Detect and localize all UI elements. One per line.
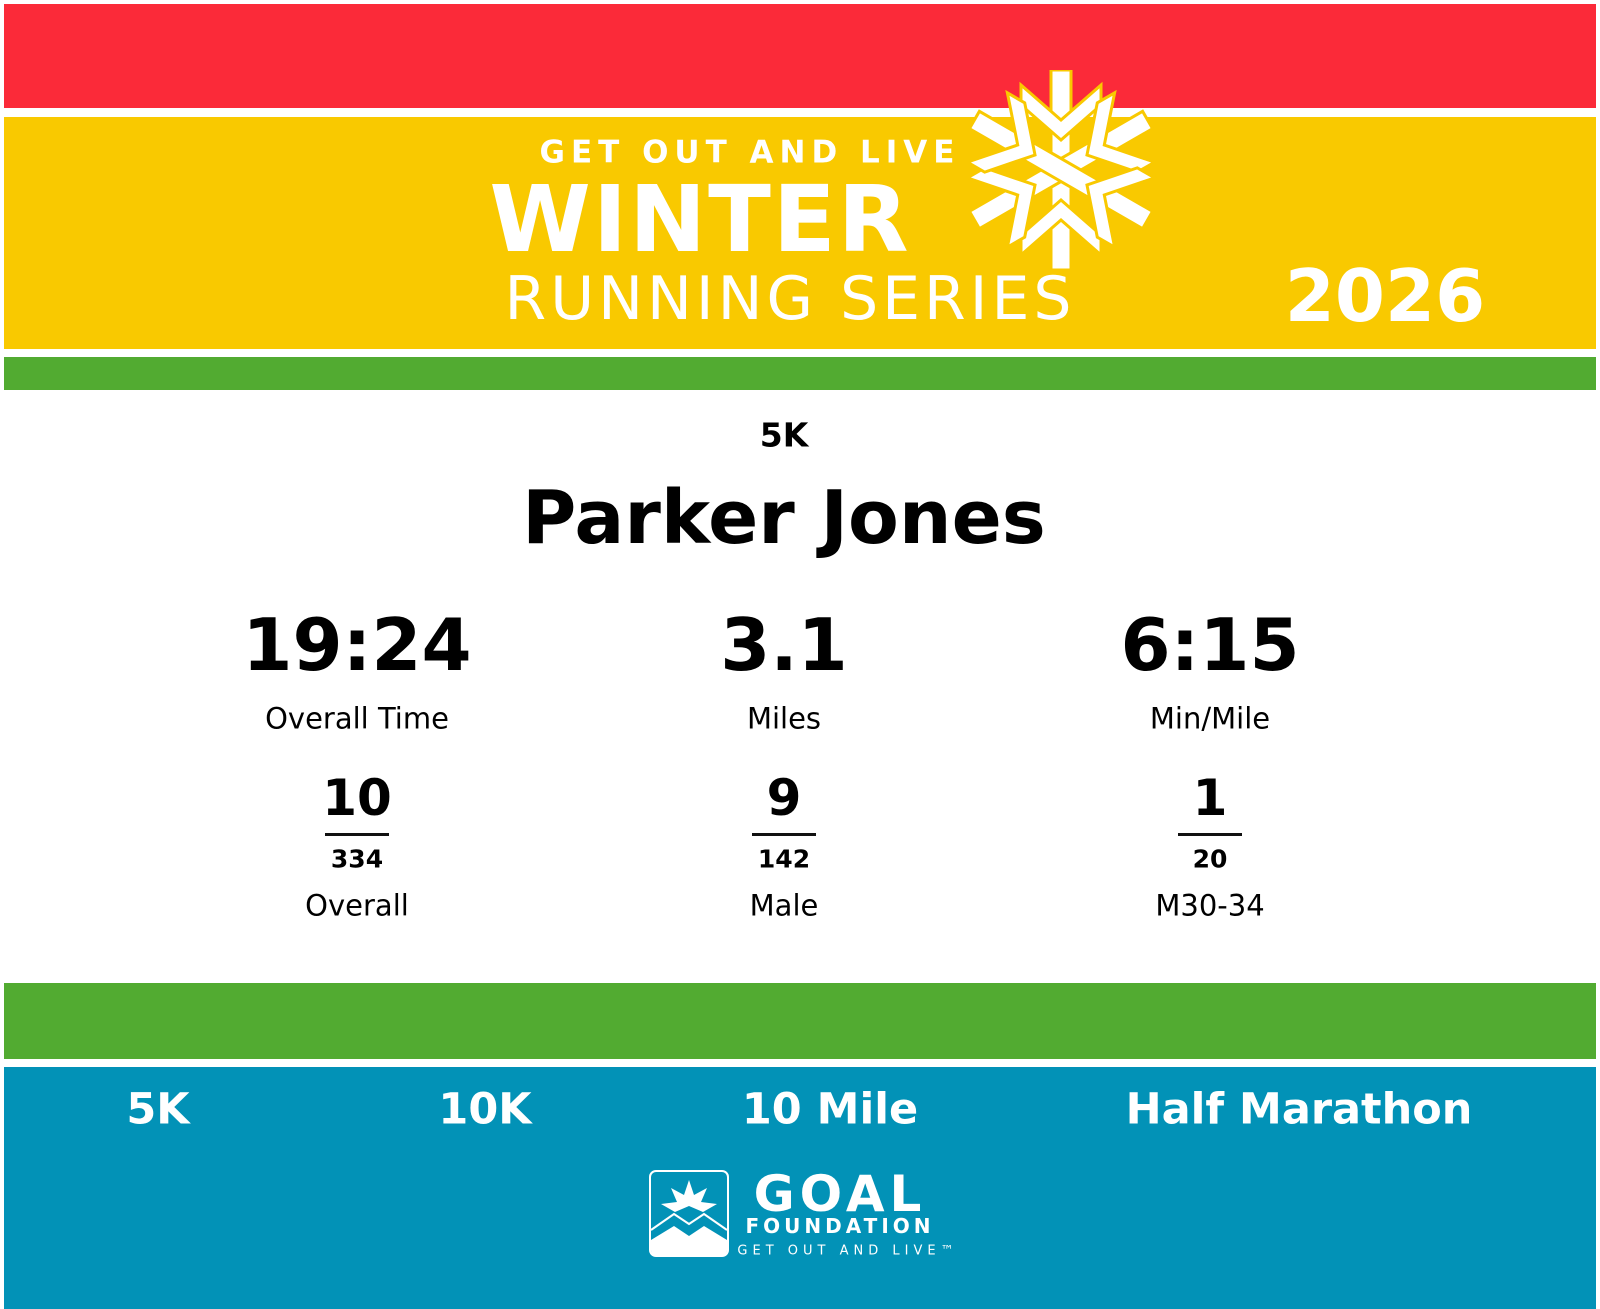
race-link[interactable]: 10 Mile [741,1084,919,1135]
stat-value: 3.1 [720,603,848,687]
place: 9 [766,769,802,827]
blue-band [4,1067,1596,1309]
subtitle: RUNNING SERIES [504,264,1076,334]
logo-tagline: GET OUT AND LIVE™ [737,1243,959,1259]
place-label: Male [749,888,819,923]
place: 10 [322,769,392,827]
stat-label: Miles [746,701,822,736]
race-link[interactable]: 10K [438,1084,532,1135]
place-label: Overall [305,888,409,923]
runner-name: Parker Jones [522,475,1046,561]
title: WINTER [489,166,911,273]
place-total: 142 [757,844,811,874]
snowflake-icon [963,70,1159,270]
fraction-rule [325,833,389,836]
fraction-rule [1178,833,1242,836]
place: 1 [1192,769,1228,827]
goal-logo-icon [649,1170,729,1257]
stat-label: Overall Time [265,701,449,736]
green-band [4,357,1596,390]
green-band [4,983,1596,1059]
stat-label: Min/Mile [1149,701,1271,736]
place-label: M30-34 [1155,888,1265,923]
yellow-band [4,117,1596,349]
logo-title: GOAL [753,1165,927,1223]
race-link[interactable]: 5K [126,1084,190,1135]
stat-value: 6:15 [1120,603,1300,687]
race-link[interactable]: Half Marathon [1125,1084,1473,1135]
place-total: 334 [330,844,384,874]
place-total: 20 [1192,844,1228,874]
race-distance: 5K [759,415,809,455]
tagline: GET OUT AND LIVE [539,134,961,171]
year: 2026 [1284,254,1486,338]
fraction-rule [752,833,816,836]
stat-value: 19:24 [242,603,472,687]
logo-subtitle: FOUNDATION [745,1214,935,1238]
red-band [4,4,1596,108]
